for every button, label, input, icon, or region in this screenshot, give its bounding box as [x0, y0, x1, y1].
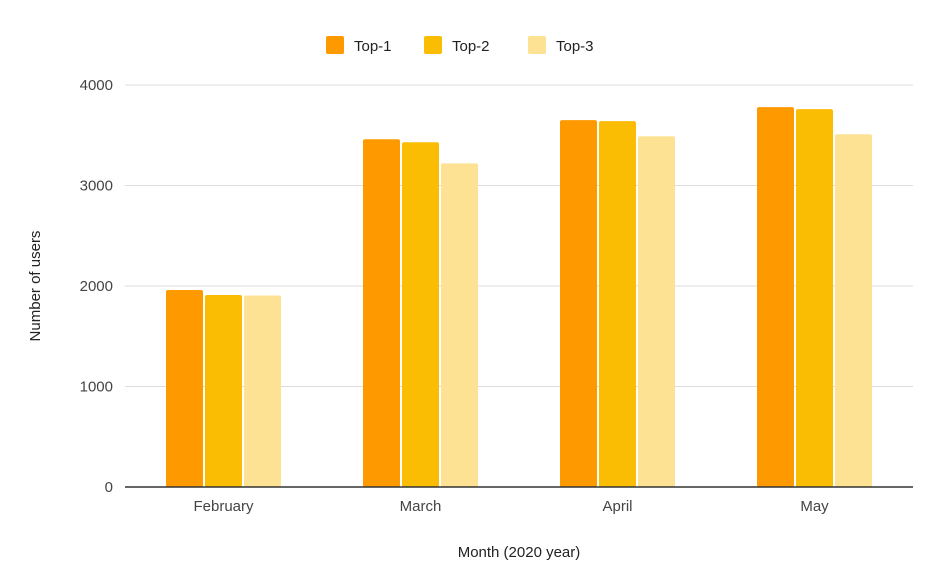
legend-label-top-1: Top-1 — [354, 38, 392, 55]
x-tick-label: February — [193, 498, 254, 515]
x-tick-label: May — [800, 498, 829, 515]
bar-top-2-february — [205, 295, 242, 487]
legend-swatch-top-1 — [326, 36, 344, 54]
y-tick-label: 4000 — [80, 77, 113, 94]
legend-swatch-top-2 — [424, 36, 442, 54]
x-tick-label: April — [602, 498, 632, 515]
y-tick-label: 0 — [105, 479, 113, 496]
bar-top-3-april — [638, 136, 675, 487]
bar-top-1-february — [166, 290, 203, 487]
bar-top-2-may — [796, 109, 833, 488]
y-tick-label: 1000 — [80, 379, 113, 396]
bar-top-1-may — [757, 107, 794, 488]
gridlines — [125, 84, 913, 387]
legend-label-top-2: Top-2 — [452, 38, 490, 55]
y-tick-label: 3000 — [80, 178, 113, 195]
bar-top-1-april — [560, 120, 597, 488]
x-axis-title: Month (2020 year) — [458, 544, 581, 561]
y-tick-label: 2000 — [80, 278, 113, 295]
legend: Top-1 Top-2 Top-3 — [326, 36, 594, 55]
bars — [166, 107, 872, 488]
x-axis-ticks: February March April May — [193, 498, 829, 515]
bar-top-1-march — [363, 139, 400, 487]
legend-swatch-top-3 — [528, 36, 546, 54]
bar-top-2-march — [402, 142, 439, 487]
bar-top-3-may — [835, 134, 872, 487]
bar-top-3-march — [441, 163, 478, 487]
x-tick-label: March — [400, 498, 442, 515]
bar-top-2-april — [599, 121, 636, 488]
legend-label-top-3: Top-3 — [556, 38, 594, 55]
y-axis-ticks: 0 1000 2000 3000 4000 — [80, 77, 113, 496]
y-axis-title: Number of users — [27, 231, 44, 342]
bar-top-3-february — [244, 295, 281, 487]
